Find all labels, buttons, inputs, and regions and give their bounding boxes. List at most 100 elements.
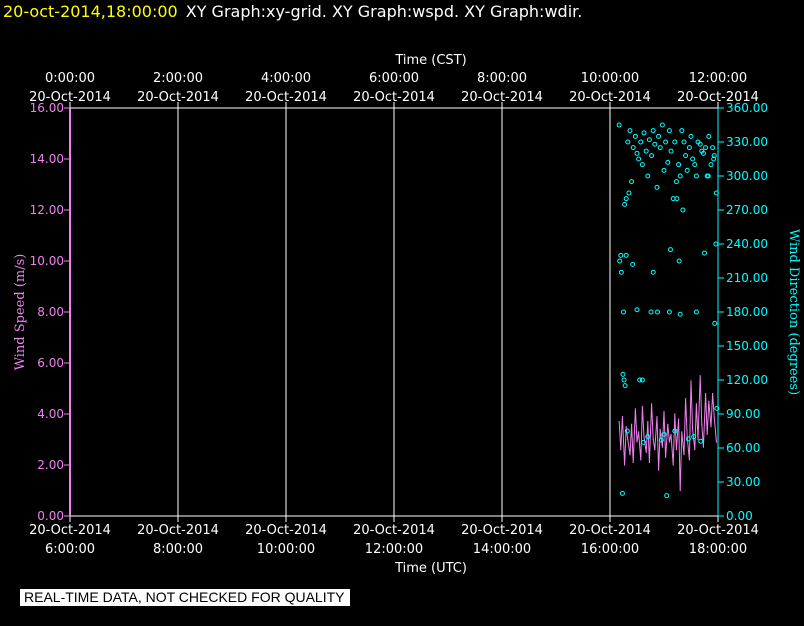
wind-speed-point — [674, 413, 676, 415]
wind-speed-point — [702, 446, 705, 448]
wind-speed-point — [670, 433, 672, 435]
wind-speed-point — [663, 410, 665, 413]
right-tick-label: 60.00 — [726, 441, 760, 455]
wind-speed-point — [688, 459, 690, 461]
wind-direction-point — [639, 162, 645, 168]
wind-direction-point — [641, 130, 647, 136]
wind-direction-point — [691, 434, 697, 440]
wind-speed-point — [661, 446, 663, 448]
wind-speed-point — [636, 441, 638, 443]
wind-speed-point — [632, 461, 634, 464]
wind-speed-point — [672, 464, 674, 466]
wind-speed-point — [627, 438, 629, 441]
bottom-tick-label-time: 8:00:00 — [153, 542, 203, 557]
right-tick-label: 360.00 — [726, 101, 768, 115]
wind-direction-point — [650, 269, 656, 275]
bottom-tick-label-date: 20-Oct-2014 — [29, 523, 111, 538]
wind-speed-point — [706, 433, 708, 435]
wind-direction-point — [645, 434, 651, 440]
left-tick-label: 0.00 — [37, 509, 64, 523]
wind-speed-point — [648, 461, 651, 464]
wind-direction-point — [712, 320, 718, 326]
wind-speed-point — [715, 441, 717, 443]
bottom-tick-label-time: 18:00:00 — [689, 542, 747, 557]
wind-speed-point — [675, 449, 678, 451]
top-tick-label-date: 20-Oct-2014 — [245, 90, 327, 105]
wind-speed-point — [652, 438, 654, 441]
wind-speed-point — [623, 464, 626, 466]
wind-direction-point — [677, 173, 683, 179]
wind-speed-point — [665, 456, 667, 458]
wind-direction-point — [667, 247, 673, 253]
wind-speed-point — [650, 403, 653, 405]
wind-direction-point — [661, 431, 667, 437]
wind-direction-point — [714, 405, 720, 411]
wind-direction-point — [700, 150, 706, 156]
wind-direction-point — [622, 201, 628, 207]
wind-speed-point — [618, 421, 620, 423]
wind-direction-point — [625, 139, 631, 145]
wind-speed-point — [704, 393, 707, 395]
wind-speed-point — [713, 415, 715, 418]
right-tick-label: 0.00 — [726, 509, 753, 523]
wind-direction-point — [698, 438, 704, 444]
wind-speed-point — [625, 426, 627, 428]
wind-direction-point — [630, 261, 636, 267]
wind-speed-point — [692, 428, 694, 430]
wind-direction-point — [688, 133, 694, 139]
wind-direction-point — [705, 173, 711, 179]
wind-speed-point — [656, 415, 658, 418]
top-tick-label-time: 2:00:00 — [153, 71, 203, 86]
wind-direction-point — [683, 153, 689, 159]
wind-direction-point — [702, 250, 707, 256]
bottom-tick-label-date: 20-Oct-2014 — [677, 523, 759, 538]
bottom-tick-label-time: 6:00:00 — [45, 542, 95, 557]
wind-direction-point — [684, 167, 690, 173]
wind-direction-point — [672, 139, 678, 145]
wind-direction-point — [713, 241, 719, 247]
wind-direction-point — [711, 153, 717, 159]
left-tick-label: 10.00 — [30, 254, 64, 268]
wind-direction-point — [655, 309, 661, 315]
left-tick-label: 4.00 — [37, 407, 64, 421]
wind-direction-point — [621, 309, 626, 315]
bottom-tick-label-time: 10:00:00 — [257, 542, 315, 557]
wind-direction-point — [711, 156, 717, 162]
wind-direction-point — [645, 173, 651, 179]
bottom-tick-label-date: 20-Oct-2014 — [353, 523, 435, 538]
top-tick-label-date: 20-Oct-2014 — [677, 90, 759, 105]
wind-direction-point — [622, 383, 628, 389]
wind-direction-point — [650, 128, 656, 134]
bottom-tick-label-time: 12:00:00 — [365, 542, 423, 557]
wind-direction-point — [643, 148, 649, 154]
left-tick-label: 12.00 — [30, 203, 64, 217]
wind-direction-point — [649, 153, 655, 159]
axis-ticks — [64, 102, 724, 522]
right-axis-title: Wind Direction (degrees) — [786, 229, 801, 395]
top-tick-label-date: 20-Oct-2014 — [29, 90, 111, 105]
wind-direction-point — [630, 145, 636, 151]
wind-direction-point — [618, 252, 624, 258]
wind-direction-point — [639, 377, 645, 383]
wind-direction-point — [668, 148, 674, 154]
top-tick-label-time: 4:00:00 — [261, 71, 311, 86]
wind-speed-point — [683, 454, 685, 456]
wind-speed-point — [668, 441, 671, 443]
right-tick-label: 210.00 — [726, 271, 768, 285]
wind-direction-point — [627, 128, 633, 134]
wind-speed-point — [645, 451, 647, 453]
wind-direction-point — [638, 139, 644, 145]
right-tick-label: 300.00 — [726, 169, 768, 183]
wind-direction-point — [616, 122, 622, 128]
wind-speed-point — [708, 400, 710, 402]
wind-speed-point — [658, 469, 660, 471]
wind-speed-point — [643, 436, 645, 438]
wind-direction-point — [646, 137, 652, 143]
bottom-tick-label-time: 14:00:00 — [473, 542, 531, 557]
wind-speed-point — [667, 423, 669, 425]
wind-speed-point — [701, 423, 703, 425]
wind-direction-point — [706, 133, 712, 139]
header-datetime: 20-oct-2014,18:00:00 — [3, 2, 178, 21]
left-tick-label: 6.00 — [37, 356, 64, 370]
bottom-axis-title: Time (UTC) — [394, 561, 467, 576]
